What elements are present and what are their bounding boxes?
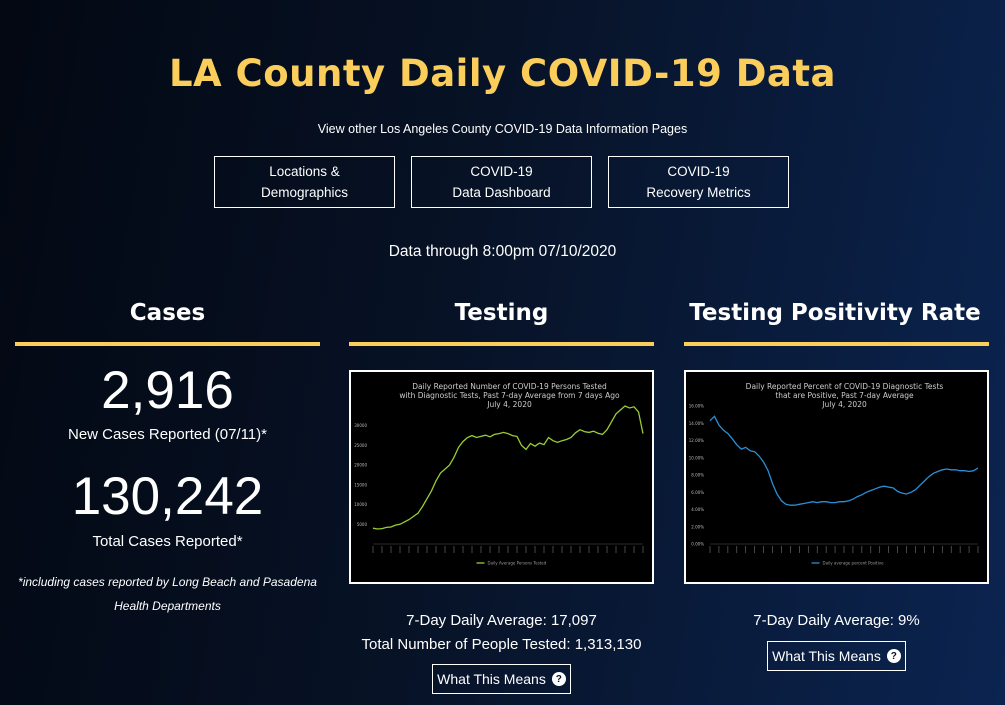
total-cases-value: 130,242: [71, 467, 264, 526]
nav-button-label-line2: Demographics: [260, 185, 349, 200]
cases-divider: [15, 342, 320, 346]
recovery-metrics-button[interactable]: COVID-19 Recovery Metrics: [608, 156, 789, 208]
data-dashboard-button[interactable]: COVID-19 Data Dashboard: [411, 156, 592, 208]
nav-button-label-line1: COVID-19: [667, 164, 730, 179]
y-tick-label: 10000: [354, 502, 367, 507]
positivity-chart-svg: Daily Reported Percent of COVID-19 Diagn…: [689, 382, 979, 566]
total-people-tested: Total Number of People Tested: 1,313,130: [361, 636, 642, 653]
chart-title-line: that are Positive, Past 7-day Average: [775, 391, 914, 400]
locations-demographics-button[interactable]: Locations & Demographics: [214, 156, 395, 208]
question-circle-icon: ?: [551, 672, 566, 686]
nav-button-label-line1: Locations &: [269, 164, 340, 179]
y-tick-label: 14.00%: [689, 421, 704, 426]
page-title: LA County Daily COVID-19 Data: [168, 52, 837, 95]
nav-button-label-line2: Data Dashboard: [452, 185, 551, 200]
legend-label: Daily Average Persons Tested: [488, 561, 547, 566]
positivity-chart[interactable]: Daily Reported Percent of COVID-19 Diagn…: [684, 370, 989, 584]
y-tick-label: 30000: [354, 423, 367, 428]
y-tick-label: 12.00%: [689, 438, 704, 443]
nav-button-label-line2: Recovery Metrics: [646, 185, 751, 200]
y-tick-label: 15000: [354, 482, 367, 487]
y-tick-label: 20000: [354, 463, 367, 468]
y-tick-label: 0.00%: [691, 542, 704, 547]
footnote-line: *including cases reported by Long Beach …: [18, 575, 317, 589]
what-this-means-label: What This Means: [437, 671, 546, 687]
cases-footnote: *including cases reported by Long Beach …: [10, 570, 325, 618]
positivity-what-this-means-button[interactable]: What This Means ?: [767, 641, 906, 671]
cases-heading: Cases: [129, 300, 206, 326]
total-cases-label: Total Cases Reported*: [92, 533, 243, 550]
testing-heading: Testing: [454, 300, 549, 326]
chart-title-line: July 4, 2020: [821, 400, 867, 409]
footnote-line: Health Departments: [114, 599, 221, 613]
y-tick-label: 5000: [357, 522, 368, 527]
positivity-heading: Testing Positivity Rate: [689, 300, 981, 326]
series-line: [372, 405, 644, 530]
y-tick-label: 10.00%: [689, 455, 704, 460]
new-cases-label: New Cases Reported (07/11)*: [68, 426, 267, 443]
y-tick-label: 4.00%: [691, 507, 704, 512]
chart-title-line: July 4, 2020: [486, 400, 532, 409]
y-tick-label: 25000: [354, 443, 367, 448]
chart-title-line: Daily Reported Number of COVID-19 Person…: [412, 382, 607, 391]
legend-label: Daily average percent Positive: [823, 561, 885, 566]
testing-daily-average: 7-Day Daily Average: 17,097: [406, 612, 597, 629]
what-this-means-label: What This Means: [772, 648, 881, 664]
series-line: [709, 415, 979, 506]
new-cases-value: 2,916: [101, 361, 234, 420]
nav-button-label-line1: COVID-19: [470, 164, 533, 179]
y-tick-label: 8.00%: [691, 473, 704, 478]
testing-what-this-means-button[interactable]: What This Means ?: [432, 664, 571, 694]
testing-chart-svg: Daily Reported Number of COVID-19 Person…: [354, 382, 644, 566]
y-tick-label: 2.00%: [691, 524, 704, 529]
testing-chart[interactable]: Daily Reported Number of COVID-19 Person…: [349, 370, 654, 584]
positivity-divider: [684, 342, 989, 346]
data-through-timestamp: Data through 8:00pm 07/10/2020: [388, 243, 617, 260]
page-subtitle: View other Los Angeles County COVID-19 D…: [317, 122, 688, 136]
chart-title-line: with Diagnostic Tests, Past 7-day Averag…: [399, 391, 620, 400]
testing-divider: [349, 342, 654, 346]
y-tick-label: 16.00%: [689, 404, 704, 409]
positivity-daily-average: 7-Day Daily Average: 9%: [753, 612, 920, 629]
y-tick-label: 6.00%: [691, 490, 704, 495]
chart-title-line: Daily Reported Percent of COVID-19 Diagn…: [746, 382, 944, 391]
question-circle-icon: ?: [886, 649, 901, 663]
